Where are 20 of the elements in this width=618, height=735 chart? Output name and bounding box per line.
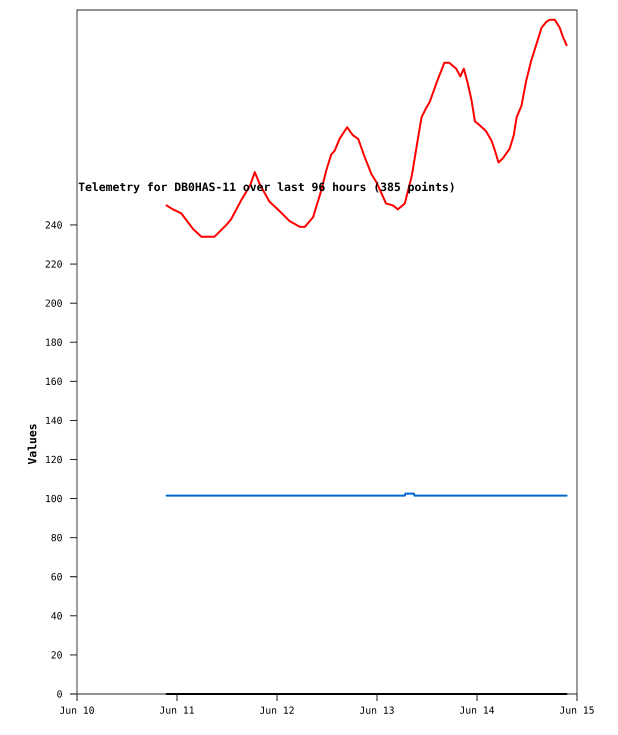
y-tick-label: 200 <box>46 299 62 307</box>
x-tick-label: Jun 11 <box>160 706 194 714</box>
y-tick-label: 180 <box>46 338 62 346</box>
y-tick-label: 140 <box>46 416 62 424</box>
y-tick-label: 160 <box>46 378 62 385</box>
y-axis-title: Values <box>28 424 36 464</box>
x-tick-label: Jun 15 <box>560 706 594 714</box>
x-tick-label: Jun 14 <box>460 706 494 714</box>
x-tick-label: Jun 10 <box>60 706 94 714</box>
y-tick-label: 40 <box>51 612 62 620</box>
y-tick-label: 100 <box>46 494 62 502</box>
y-tick-label: 220 <box>46 260 62 268</box>
x-tick-label: Jun 13 <box>360 706 394 714</box>
y-tick-label: 60 <box>51 573 62 580</box>
x-tick-label: Jun 12 <box>260 706 294 714</box>
y-tick-label: 0 <box>57 690 62 698</box>
y-tick-label: 80 <box>51 534 62 542</box>
y-tick-label: 20 <box>52 651 62 659</box>
y-tick-label: 240 <box>46 221 62 229</box>
y-tick-label: 120 <box>46 456 62 464</box>
